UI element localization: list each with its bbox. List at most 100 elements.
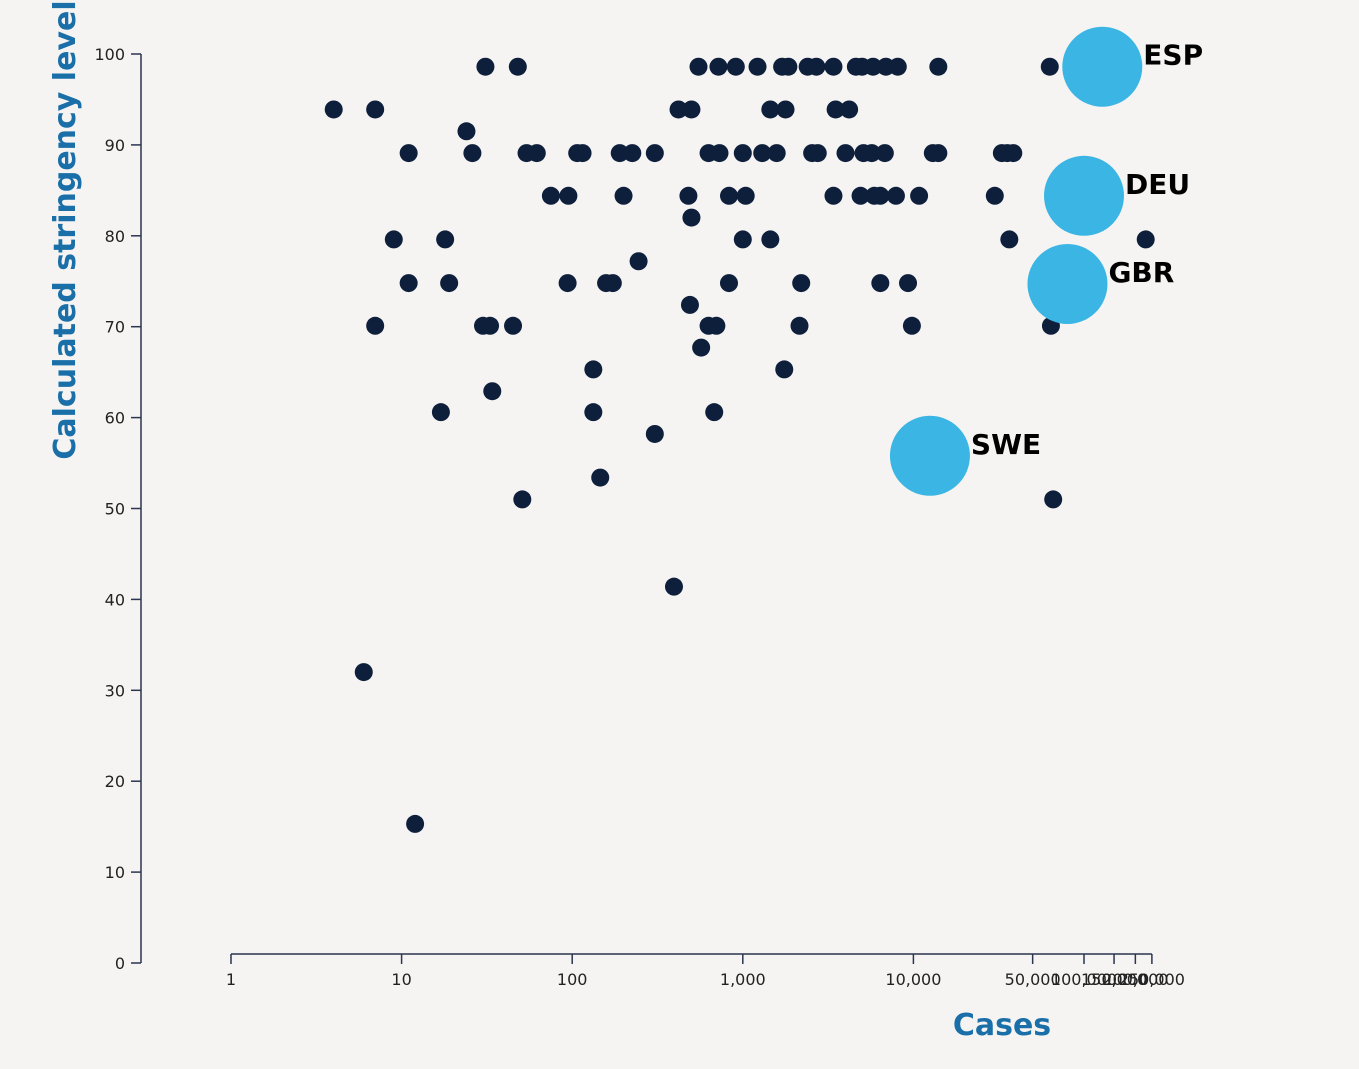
data-point: [790, 316, 809, 335]
data-point: [623, 144, 642, 163]
data-point: [719, 274, 738, 293]
data-point: [808, 144, 827, 163]
country-label: SWE: [971, 428, 1041, 461]
data-point: [875, 144, 894, 163]
y-tick-label: 90: [105, 136, 125, 155]
data-point: [680, 295, 699, 314]
data-point: [840, 100, 859, 119]
data-point: [753, 144, 772, 163]
highlight-bubble: [889, 415, 970, 496]
data-point: [354, 663, 373, 682]
data-point: [792, 274, 811, 293]
x-tick-label: 10,000: [885, 970, 941, 989]
data-point: [366, 100, 385, 119]
y-tick-label: 40: [105, 590, 125, 609]
highlighted-countries: ESP DEU GBR SWE: [889, 26, 1203, 496]
data-point: [629, 252, 648, 271]
data-point: [733, 144, 752, 163]
y-tick-label: 50: [105, 500, 125, 519]
data-point: [504, 316, 523, 335]
y-axis-title: Calculated stringency level: [48, 0, 83, 459]
data-point: [527, 144, 546, 163]
data-point: [457, 122, 476, 141]
data-point: [614, 186, 633, 205]
y-tick-label: 10: [105, 863, 125, 882]
data-point: [910, 186, 929, 205]
data-point: [707, 316, 726, 335]
data-point: [664, 577, 683, 596]
x-tick-label: 150,000: [1081, 970, 1147, 989]
data-point: [324, 100, 343, 119]
y-tick-label: 80: [105, 227, 125, 246]
x-tick-label: 200,000: [1102, 970, 1168, 989]
data-point: [779, 57, 798, 76]
data-point: [886, 186, 905, 205]
data-point: [436, 230, 455, 249]
data-point: [836, 144, 855, 163]
data-point: [736, 186, 755, 205]
data-point: [440, 274, 459, 293]
y-tick-label: 100: [94, 45, 125, 64]
data-point: [508, 57, 527, 76]
data-point: [476, 57, 495, 76]
data-point: [761, 230, 780, 249]
data-point: [776, 100, 795, 119]
data-point: [826, 100, 845, 119]
data-point: [682, 208, 701, 227]
data-point: [726, 57, 745, 76]
data-point: [603, 274, 622, 293]
y-tick-label: 60: [105, 409, 125, 428]
y-tick-label: 70: [105, 318, 125, 337]
x-axis: 1 10 100 1,000 10,000 50,000100,000150,000200…: [226, 953, 1185, 989]
data-point: [682, 100, 701, 119]
data-point: [483, 382, 502, 401]
y-tick-label: 0: [115, 954, 125, 973]
highlight-bubble: [1062, 26, 1143, 107]
y-tick-label: 20: [105, 772, 125, 791]
data-point: [573, 144, 592, 163]
data-point: [824, 57, 843, 76]
data-point: [929, 144, 948, 163]
data-point: [1000, 230, 1019, 249]
data-point: [679, 186, 698, 205]
x-axis-title: Cases: [953, 1008, 1051, 1043]
data-point: [541, 186, 560, 205]
data-point: [748, 57, 767, 76]
highlight-bubble: [1027, 243, 1108, 324]
data-point: [862, 144, 881, 163]
country-label: ESP: [1143, 39, 1203, 72]
x-tick-label: 1,000: [720, 970, 766, 989]
data-point: [399, 144, 418, 163]
data-point: [610, 144, 629, 163]
data-point: [399, 274, 418, 293]
x-tick-label: 100,000: [1051, 970, 1117, 989]
data-point: [1044, 490, 1063, 509]
data-point: [899, 274, 918, 293]
data-point: [864, 57, 883, 76]
x-tick-label: 100: [557, 970, 588, 989]
data-point: [406, 814, 425, 833]
data-point: [929, 57, 948, 76]
country-label: GBR: [1108, 256, 1174, 289]
y-axis: 0 10 20 30 40 50 60 70 80 90 100: [94, 45, 142, 973]
data-point: [431, 403, 450, 422]
data-point: [692, 338, 711, 357]
data-point: [705, 403, 724, 422]
data-point: [851, 186, 870, 205]
data-point: [463, 144, 482, 163]
data-point: [513, 490, 532, 509]
data-point: [1004, 144, 1023, 163]
data-point: [366, 316, 385, 335]
data-point: [559, 186, 578, 205]
data-point: [871, 186, 890, 205]
data-point: [645, 144, 664, 163]
data-points: [324, 57, 1155, 833]
data-point: [384, 230, 403, 249]
data-point: [710, 144, 729, 163]
data-point: [584, 403, 603, 422]
data-point: [1040, 57, 1059, 76]
data-point: [481, 316, 500, 335]
data-point: [709, 57, 728, 76]
data-point: [584, 360, 603, 379]
